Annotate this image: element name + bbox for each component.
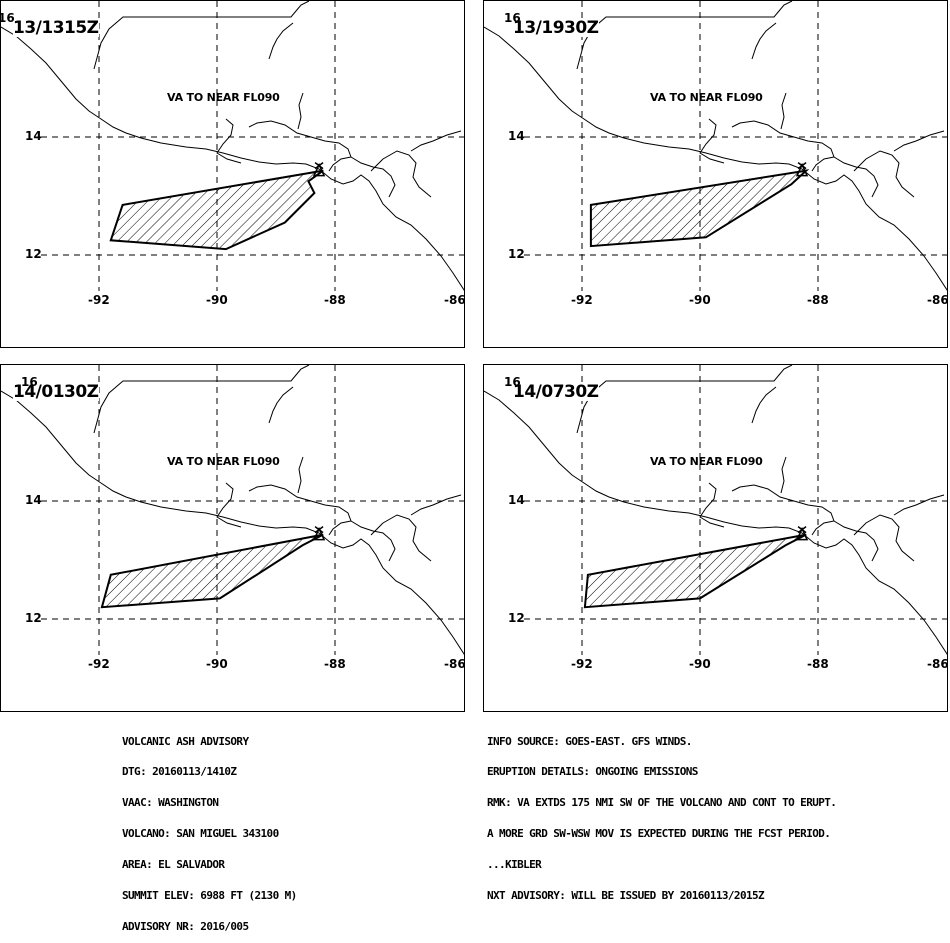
- advisory-line: RMK: VA EXTDS 175 NMI SW OF THE VOLCANO …: [487, 796, 837, 810]
- coastline-borders: [484, 365, 947, 655]
- lat-tick-12: 12: [508, 611, 525, 625]
- lon-tick-92: -92: [88, 293, 110, 307]
- coastline-borders: [484, 1, 947, 291]
- lon-tick-92: -92: [88, 657, 110, 671]
- lon-tick-92: -92: [571, 293, 593, 307]
- map-canvas: [484, 1, 947, 291]
- coastline-borders: [1, 365, 464, 655]
- advisory-right-text: INFO SOURCE: GOES-EAST. GFS WINDS. ERUPT…: [487, 716, 837, 912]
- lon-tick-86: -86: [444, 657, 465, 671]
- map-canvas: [1, 365, 464, 655]
- volcano-icon: [795, 162, 809, 177]
- ash-level-label: VA TO NEAR FL090: [167, 455, 280, 468]
- advisory-line: A MORE GRD SW-WSW MOV IS EXPECTED DURING…: [487, 827, 831, 841]
- map-canvas: [484, 365, 947, 655]
- lon-tick-86: -86: [927, 293, 948, 307]
- coastline-borders: [1, 1, 464, 291]
- ash-cloud-polygon: [583, 533, 807, 609]
- panel-time-label: 14/0130Z: [13, 382, 99, 402]
- panel-time-label: 13/1315Z: [13, 18, 99, 38]
- volcano-icon: [795, 526, 809, 541]
- ash-cloud-polygon: [109, 169, 324, 251]
- advisory-line: ...KIBLER: [487, 858, 542, 872]
- lat-tick-14: 14: [25, 129, 42, 143]
- lat-tick-12: 12: [25, 611, 42, 625]
- forecast-panel-3: 14/0130Z VA TO NEAR FL090 16 14 12 -92 -…: [0, 364, 465, 712]
- ash-level-label: VA TO NEAR FL090: [650, 91, 763, 104]
- lon-tick-90: -90: [689, 657, 711, 671]
- ash-level-label: VA TO NEAR FL090: [167, 91, 280, 104]
- forecast-panel-4: 14/0730Z VA TO NEAR FL090 16 14 12 -92 -…: [483, 364, 948, 712]
- ash-level-label: VA TO NEAR FL090: [650, 455, 763, 468]
- advisory-line: VAAC: WASHINGTON: [122, 796, 219, 810]
- advisory-line: DTG: 20160113/1410Z: [122, 765, 237, 779]
- lat-tick-12: 12: [508, 247, 525, 261]
- volcano-icon: [312, 526, 326, 541]
- advisory-line: ADVISORY NR: 2016/005: [122, 919, 249, 933]
- lon-tick-88: -88: [807, 657, 829, 671]
- lat-lon-grid: [524, 1, 947, 291]
- advisory-line: VOLCANIC ASH ADVISORY: [122, 734, 249, 748]
- lon-tick-90: -90: [206, 293, 228, 307]
- ash-cloud-polygon: [100, 533, 324, 609]
- lon-tick-90: -90: [689, 293, 711, 307]
- lat-tick-16: 16: [21, 375, 38, 389]
- advisory-line: SUMMIT ELEV: 6988 FT (2130 M): [122, 889, 297, 903]
- lat-tick-14: 14: [25, 493, 42, 507]
- advisory-line: ERUPTION DETAILS: ONGOING EMISSIONS: [487, 765, 698, 779]
- lon-tick-86: -86: [444, 293, 465, 307]
- panel-time-label: 14/0730Z: [513, 382, 599, 402]
- lat-tick-12: 12: [25, 247, 42, 261]
- lat-lon-grid: [41, 365, 464, 655]
- lat-tick-14: 14: [508, 129, 525, 143]
- advisory-left-text: VOLCANIC ASH ADVISORY DTG: 20160113/1410…: [122, 716, 297, 943]
- lat-lon-grid: [524, 365, 947, 655]
- lon-tick-88: -88: [324, 293, 346, 307]
- advisory-line: VOLCANO: SAN MIGUEL 343100: [122, 827, 279, 841]
- volcano-icon: [312, 162, 326, 177]
- map-canvas: [1, 1, 464, 291]
- lon-tick-88: -88: [324, 657, 346, 671]
- advisory-line: INFO SOURCE: GOES-EAST. GFS WINDS.: [487, 734, 692, 748]
- lon-tick-86: -86: [927, 657, 948, 671]
- lat-tick-16: 16: [1, 11, 15, 25]
- advisory-line: AREA: EL SALVADOR: [122, 858, 225, 872]
- ash-cloud-polygon: [589, 169, 810, 248]
- lat-lon-grid: [41, 1, 464, 291]
- advisory-line: NXT ADVISORY: WILL BE ISSUED BY 20160113…: [487, 889, 765, 903]
- forecast-panel-1: 13/1315Z VA TO NEAR FL090 16 14 12 -92 -…: [0, 0, 465, 348]
- panel-time-label: 13/1930Z: [513, 18, 599, 38]
- lon-tick-90: -90: [206, 657, 228, 671]
- lon-tick-88: -88: [807, 293, 829, 307]
- lat-tick-16: 16: [504, 11, 521, 25]
- lon-tick-92: -92: [571, 657, 593, 671]
- lat-tick-14: 14: [508, 493, 525, 507]
- lat-tick-16: 16: [504, 375, 521, 389]
- forecast-panel-2: 13/1930Z VA TO NEAR FL090 16 14 12 -92 -…: [483, 0, 948, 348]
